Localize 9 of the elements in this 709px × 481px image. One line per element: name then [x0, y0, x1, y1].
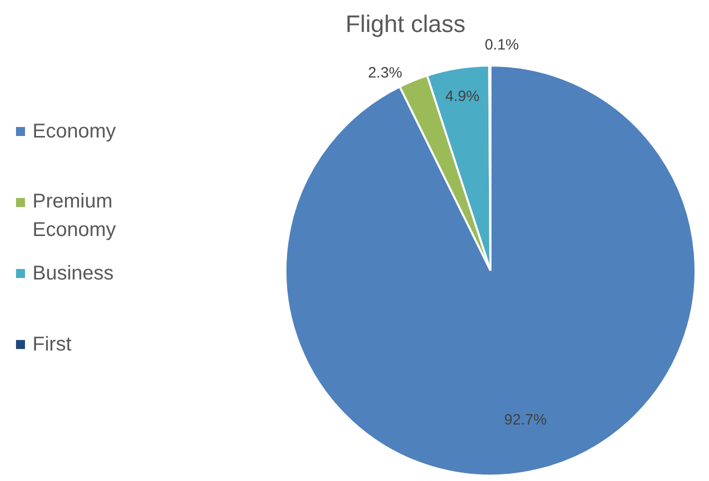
chart-title: Flight class [345, 11, 466, 38]
data-label: 2.3% [368, 64, 402, 82]
data-label: 0.1% [484, 36, 519, 54]
legend-label: Premium Economy [32, 190, 116, 242]
legend-label: Economy [32, 120, 116, 142]
legend-label: First [32, 334, 72, 356]
data-label: 92.7% [504, 412, 547, 429]
data-label: 4.9% [445, 88, 480, 105]
legend-label: Business [32, 262, 114, 284]
